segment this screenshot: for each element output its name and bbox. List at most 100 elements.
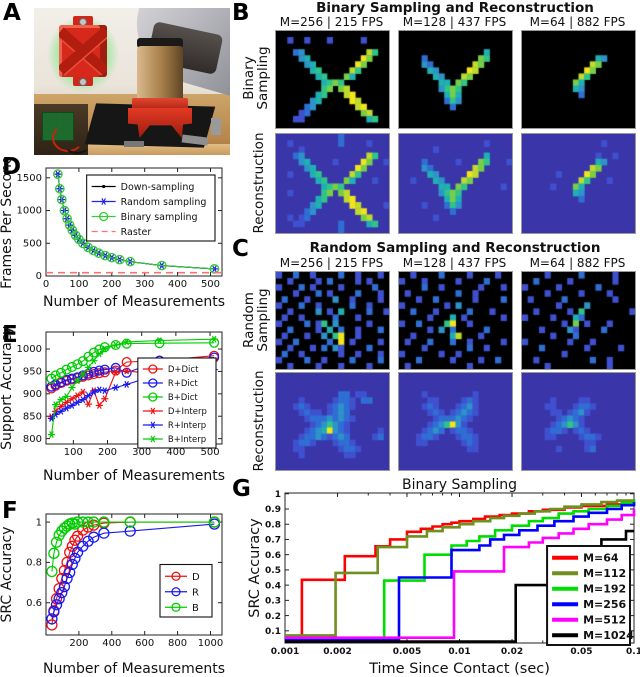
svg-text:Frames Per Second: Frames Per Second xyxy=(0,158,15,289)
heatmap-random-sampling-m256 xyxy=(275,271,390,370)
wood-table-edge xyxy=(34,144,230,155)
svg-text:0.8: 0.8 xyxy=(265,520,281,530)
svg-text:1: 1 xyxy=(36,517,42,528)
svg-text:850: 850 xyxy=(23,411,42,422)
panel-b-row-label-sampling: Binary Sampling xyxy=(240,46,271,110)
svg-text:B: B xyxy=(192,603,199,614)
panel-b-header-m128: M=128 | 437 FPS xyxy=(402,15,507,29)
svg-text:D+Interp: D+Interp xyxy=(168,407,207,417)
svg-text:0.01: 0.01 xyxy=(448,647,470,657)
panel-label-f: F xyxy=(2,498,18,524)
panel-label-d: D xyxy=(2,154,22,180)
svg-text:600: 600 xyxy=(135,638,154,649)
svg-text:1000: 1000 xyxy=(17,344,42,355)
svg-text:0.005: 0.005 xyxy=(393,647,421,657)
panel-b-title: Binary Sampling and Reconstruction xyxy=(316,0,594,16)
heatmap-random-recon-m128 xyxy=(398,372,513,471)
heatmap-binary-recon-m256 xyxy=(275,133,390,234)
svg-text:0.002: 0.002 xyxy=(323,647,351,657)
svg-text:1: 1 xyxy=(275,490,281,500)
svg-text:1500: 1500 xyxy=(17,173,42,184)
svg-text:Binary sampling: Binary sampling xyxy=(121,212,198,223)
svg-text:0.05: 0.05 xyxy=(570,647,592,657)
svg-text:0.001: 0.001 xyxy=(271,647,299,657)
svg-text:500: 500 xyxy=(200,447,219,458)
svg-text:0: 0 xyxy=(36,271,42,282)
panel-c-header-m128: M=128 | 437 FPS xyxy=(402,256,507,270)
svg-text:Time Since Contact (sec): Time Since Contact (sec) xyxy=(368,661,550,677)
heatmap-binary-recon-m128 xyxy=(398,133,513,234)
svg-text:0.1: 0.1 xyxy=(626,647,640,657)
heatmap-random-recon-m256 xyxy=(275,372,390,471)
heatmap-random-sampling-m128 xyxy=(398,271,513,370)
svg-text:100: 100 xyxy=(64,447,83,458)
heatmap-random-sampling-m64 xyxy=(521,271,636,370)
svg-text:800: 800 xyxy=(23,434,42,445)
svg-text:0: 0 xyxy=(43,279,49,290)
svg-text:0.6: 0.6 xyxy=(26,598,42,609)
svg-text:950: 950 xyxy=(23,367,42,378)
panel-c-row-label-reconstruction: Reconstruction xyxy=(250,370,267,472)
svg-text:M=112: M=112 xyxy=(583,567,626,580)
panel-label-c: C xyxy=(232,236,249,262)
heatmap-binary-sampling-m128 xyxy=(398,30,513,129)
svg-text:0.3: 0.3 xyxy=(265,597,281,607)
panel-b-row-label-reconstruction: Reconstruction xyxy=(250,132,267,234)
robot-arm-band xyxy=(137,38,183,48)
fps-vs-measurements-chart: 0 100 200 300 400 500 0 500 1000 1500 Number of Me… xyxy=(0,158,225,310)
svg-text:300: 300 xyxy=(132,447,151,458)
red-x-stamp xyxy=(59,25,107,77)
svg-text:0.4: 0.4 xyxy=(265,581,281,591)
src-accuracy-vs-time-chart: 0.001 0.002 0.005 0.01 0.02 0.05 0.1 0.1 0.2 0.3 0… xyxy=(248,477,640,677)
svg-text:D: D xyxy=(192,572,200,583)
svg-text:0.6: 0.6 xyxy=(265,551,281,561)
svg-text:Random sampling: Random sampling xyxy=(121,197,207,208)
panel-label-a: A xyxy=(3,0,21,26)
svg-text:0.2: 0.2 xyxy=(265,612,281,622)
panel-c-title: Random Sampling and Reconstruction xyxy=(309,240,601,256)
heatmap-random-recon-m64 xyxy=(521,372,636,471)
support-accuracy-chart: 100 200 300 400 500 800 850 900 950 1000 Number of… xyxy=(0,326,225,484)
svg-text:1000: 1000 xyxy=(17,206,42,217)
svg-text:M=512: M=512 xyxy=(583,614,626,627)
svg-text:0.8: 0.8 xyxy=(26,558,42,569)
svg-text:0.1: 0.1 xyxy=(265,627,281,637)
svg-text:Binary Sampling: Binary Sampling xyxy=(402,477,517,493)
screw-icon xyxy=(79,78,87,86)
robot-arm-cylinder xyxy=(137,46,183,102)
panel-c-header-m64: M=64 | 882 FPS xyxy=(529,256,626,270)
svg-text:400: 400 xyxy=(166,447,185,458)
svg-text:400: 400 xyxy=(102,638,121,649)
svg-text:500: 500 xyxy=(23,238,42,249)
red-collar xyxy=(132,98,188,110)
panel-c-header-m256: M=256 | 215 FPS xyxy=(279,256,384,270)
svg-text:SRC Accuracy: SRC Accuracy xyxy=(0,526,15,622)
svg-text:Raster: Raster xyxy=(121,227,152,238)
svg-text:500: 500 xyxy=(201,279,220,290)
svg-text:Number of Measurements: Number of Measurements xyxy=(43,661,225,677)
svg-text:200: 200 xyxy=(98,447,117,458)
src-accuracy-vs-measurements-chart: 200 400 600 800 1000 0.6 0.8 1 Number of Measure… xyxy=(0,513,225,677)
svg-text:800: 800 xyxy=(168,638,187,649)
heatmap-binary-sampling-m64 xyxy=(521,30,636,129)
svg-text:Support Accuracy: Support Accuracy xyxy=(0,326,15,450)
panel-b-header-m64: M=64 | 882 FPS xyxy=(529,15,626,29)
svg-text:D+Dict: D+Dict xyxy=(168,365,199,375)
metal-clip xyxy=(124,141,144,147)
svg-text:SRC Accuracy: SRC Accuracy xyxy=(248,518,263,618)
heatmap-binary-recon-m64 xyxy=(521,133,636,234)
svg-text:B+Interp: B+Interp xyxy=(168,435,206,445)
svg-text:200: 200 xyxy=(102,279,121,290)
svg-text:Number of Measurements: Number of Measurements xyxy=(43,294,225,310)
black-wire xyxy=(64,134,90,154)
svg-text:M=64: M=64 xyxy=(583,552,619,565)
metal-clip xyxy=(211,118,221,135)
svg-text:Number of Measurements: Number of Measurements xyxy=(43,468,225,484)
svg-text:R+Dict: R+Dict xyxy=(168,379,199,389)
svg-text:R+Interp: R+Interp xyxy=(168,421,206,431)
svg-text:0.5: 0.5 xyxy=(265,566,281,576)
svg-text:M=192: M=192 xyxy=(583,583,626,596)
panel-label-g: G xyxy=(232,476,251,502)
svg-text:B+Dict: B+Dict xyxy=(168,393,199,403)
svg-text:R: R xyxy=(192,587,199,598)
